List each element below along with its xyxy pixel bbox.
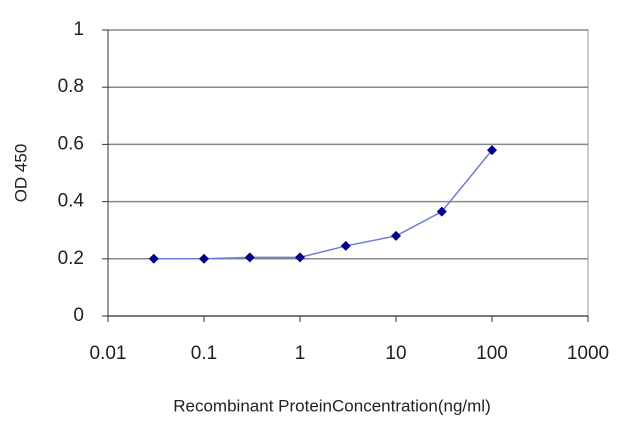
y-tick-label: 0.6	[58, 133, 84, 154]
plot-frame	[107, 29, 589, 317]
data-point	[199, 253, 209, 264]
x-tick-label: 100	[476, 343, 508, 364]
y-axis-label: OD 450	[11, 144, 30, 203]
x-tick-label: 10	[385, 343, 406, 364]
x-tick-label: 0.01	[90, 343, 127, 364]
y-tick-label: 0.4	[58, 191, 85, 212]
y-tick-label: 0	[73, 305, 84, 326]
data-point	[244, 252, 255, 263]
data-point	[148, 253, 159, 264]
x-tick-label: 1000	[567, 343, 609, 364]
y-tick-label: 0.2	[58, 248, 84, 269]
y-tick-label: 0.8	[58, 76, 84, 97]
x-tick-label: 1	[295, 343, 306, 364]
data-point	[295, 252, 305, 263]
y-tick-label: 1	[73, 19, 84, 40]
data-point	[487, 145, 497, 156]
data-point	[391, 230, 401, 241]
x-axis-label: Recombinant ProteinConcentration(ng/ml)	[173, 396, 491, 415]
data-point	[436, 206, 447, 217]
x-tick-label: 0.1	[191, 343, 217, 364]
data-point	[340, 240, 351, 251]
series-line	[153, 149, 493, 260]
